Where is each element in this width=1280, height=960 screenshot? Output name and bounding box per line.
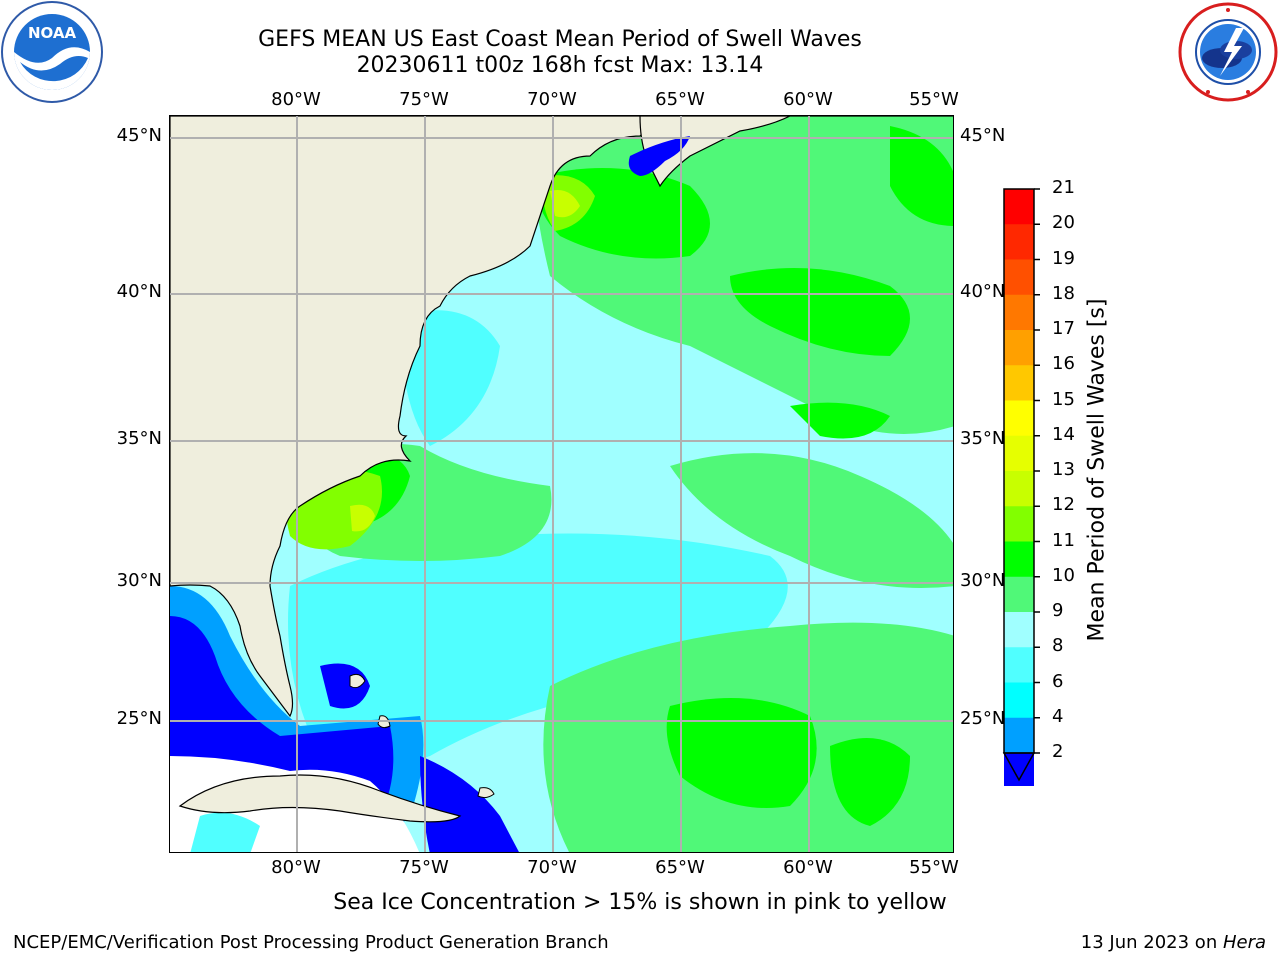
- right-lat-label: 30°N: [960, 570, 1006, 591]
- map-subtitle: 20230611 t00z 168h fcst Max: 13.14: [356, 53, 764, 78]
- colorbar-segment: [1004, 541, 1034, 578]
- top-lon-label: 65°W: [655, 89, 705, 110]
- colorbar-tick-label: 4: [1052, 705, 1064, 727]
- top-lon-label: 55°W: [909, 89, 959, 110]
- bottom-lon-label: 65°W: [655, 857, 705, 878]
- colorbar-tick-label: 6: [1052, 670, 1064, 692]
- swell-10s-zone: [666, 698, 817, 808]
- footer-host: Hera: [1222, 932, 1266, 953]
- colorbar-segment: [1004, 330, 1034, 366]
- swell-10s-zone: [790, 402, 890, 439]
- colorbar-segment: [1004, 294, 1034, 331]
- colorbar-segment: [1004, 576, 1034, 613]
- map-title: GEFS MEAN US East Coast Mean Period of S…: [258, 27, 862, 52]
- swell-2s-zone: [420, 756, 519, 852]
- colorbar-tick-label: 20: [1052, 212, 1075, 234]
- colorbar-tick-label: 8: [1052, 635, 1064, 657]
- bahamas-island: [477, 787, 495, 799]
- footer-credit: NCEP/EMC/Verification Post Processing Pr…: [13, 932, 609, 953]
- us-landmass: [170, 116, 646, 718]
- colorbar-segment: [1004, 435, 1034, 472]
- colorbar-segment: [1004, 647, 1034, 683]
- colorbar-tick-label: 12: [1052, 494, 1075, 516]
- left-lat-label: 45°N: [116, 125, 162, 146]
- colorbar-segment: [1004, 365, 1034, 401]
- colorbar-tick-label: 11: [1052, 529, 1075, 551]
- bottom-lon-label: 70°W: [527, 857, 577, 878]
- noaa-logo-icon: NOAA: [1, 1, 103, 103]
- colorbar-segment: [1004, 506, 1034, 542]
- swell-10s-zone: [830, 738, 910, 826]
- bottom-lon-label: 60°W: [783, 857, 833, 878]
- nws-logo-icon: [1178, 2, 1278, 102]
- sea-ice-note: Sea Ice Concentration > 15% is shown in …: [333, 890, 947, 915]
- right-lat-label: 25°N: [960, 708, 1006, 729]
- bay-of-fundy: [628, 136, 690, 176]
- right-lat-label: 40°N: [960, 281, 1006, 302]
- colorbar-tick-label: 9: [1052, 600, 1064, 621]
- colorbar-segment: [1004, 612, 1034, 648]
- map-panel: [169, 115, 954, 853]
- swell-period-map: [170, 116, 953, 852]
- footer-date: 13 Jun 2023 on Hera: [1081, 932, 1266, 953]
- cuba-landmass: [178, 774, 462, 823]
- footer-date-text: 13 Jun 2023 on: [1080, 932, 1223, 953]
- colorbar-tick-label: 13: [1052, 459, 1075, 480]
- swell-9s-zone: [670, 453, 953, 588]
- bottom-lon-label: 75°W: [399, 857, 449, 878]
- colorbar-title: Mean Period of Swell Waves [s]: [1084, 298, 1110, 642]
- left-lat-label: 40°N: [116, 281, 162, 302]
- bottom-lon-label: 80°W: [271, 857, 321, 878]
- left-lat-label: 25°N: [116, 708, 162, 729]
- colorbar-segment: [1004, 682, 1034, 719]
- top-lon-label: 60°W: [783, 89, 833, 110]
- left-lat-label: 30°N: [116, 570, 162, 591]
- swell-8s-zone: [190, 812, 260, 852]
- colorbar: [1002, 188, 1040, 786]
- colorbar-tick-label: 16: [1052, 353, 1075, 375]
- colorbar-segment: [1004, 224, 1034, 260]
- swell-12s-zone: [350, 504, 375, 532]
- colorbar-tick-label: 21: [1052, 177, 1075, 198]
- colorbar-tick-label: 10: [1052, 564, 1075, 586]
- swell-12s-zone: [550, 190, 580, 218]
- colorbar-segment: [1004, 471, 1034, 507]
- swell-10s-zone: [890, 126, 953, 226]
- colorbar-tick-label: 15: [1052, 388, 1075, 410]
- graticule: [170, 116, 953, 852]
- top-lon-label: 70°W: [527, 89, 577, 110]
- colorbar-tick-label: 18: [1052, 282, 1075, 304]
- colorbar-tick-label: 19: [1052, 247, 1075, 269]
- colorbar-segment: [1004, 189, 1034, 225]
- colorbar-segment: [1004, 400, 1034, 437]
- bottom-lon-label: 55°W: [909, 857, 959, 878]
- right-lat-label: 35°N: [960, 428, 1006, 449]
- colorbar-tick-label: 2: [1052, 741, 1064, 762]
- swell-10s-zone: [730, 268, 910, 356]
- noaa-logo-text: NOAA: [28, 24, 77, 42]
- colorbar-tick-label: 17: [1052, 318, 1075, 339]
- colorbar-segment: [1004, 717, 1034, 754]
- top-lon-label: 80°W: [271, 89, 321, 110]
- bahamas-island: [349, 673, 366, 689]
- swell-8s-zone: [288, 533, 788, 766]
- colorbar-tick-label: 14: [1052, 423, 1075, 445]
- left-lat-label: 35°N: [116, 428, 162, 449]
- top-lon-label: 75°W: [399, 89, 449, 110]
- right-lat-label: 45°N: [960, 125, 1006, 146]
- colorbar-segment: [1004, 259, 1034, 296]
